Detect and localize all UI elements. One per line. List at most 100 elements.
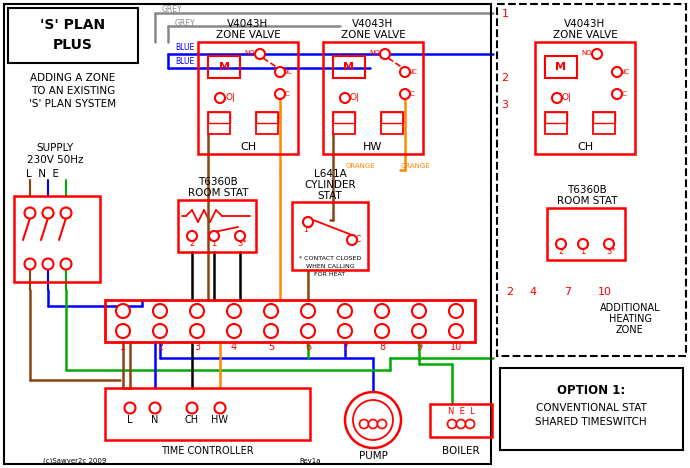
- Bar: [545, 112, 567, 123]
- Text: NO: NO: [245, 50, 255, 56]
- Bar: [178, 200, 256, 252]
- Text: CH: CH: [577, 142, 593, 152]
- Circle shape: [301, 304, 315, 318]
- Circle shape: [235, 231, 245, 241]
- Text: 'S' PLAN SYSTEM: 'S' PLAN SYSTEM: [30, 99, 117, 109]
- Bar: [256, 112, 278, 134]
- Text: 3*: 3*: [607, 248, 615, 256]
- Circle shape: [43, 207, 54, 219]
- Text: 1: 1: [580, 248, 586, 256]
- Circle shape: [449, 324, 463, 338]
- Text: NO: NO: [370, 50, 380, 56]
- Text: 5: 5: [268, 342, 274, 352]
- Text: V4043H: V4043H: [228, 19, 268, 29]
- Text: ORANGE: ORANGE: [400, 163, 430, 169]
- Text: 'S' PLAN: 'S' PLAN: [41, 18, 106, 32]
- Circle shape: [227, 304, 241, 318]
- Text: CYLINDER: CYLINDER: [304, 180, 356, 190]
- Circle shape: [612, 67, 622, 77]
- Circle shape: [150, 402, 161, 414]
- Circle shape: [301, 324, 315, 338]
- Text: 2: 2: [558, 248, 564, 256]
- Text: 2: 2: [189, 240, 195, 249]
- Bar: [14, 196, 100, 282]
- Text: 2: 2: [502, 73, 509, 83]
- Bar: [208, 56, 240, 78]
- Bar: [105, 388, 310, 440]
- Text: N E L: N E L: [362, 409, 384, 417]
- Bar: [545, 56, 577, 78]
- Circle shape: [412, 324, 426, 338]
- Circle shape: [25, 258, 35, 270]
- Text: TO AN EXISTING: TO AN EXISTING: [31, 86, 115, 96]
- Text: CONVENTIONAL STAT: CONVENTIONAL STAT: [535, 403, 647, 413]
- Text: OPTION 1:: OPTION 1:: [557, 383, 625, 396]
- Text: WHEN CALLING: WHEN CALLING: [306, 263, 354, 269]
- Text: HW: HW: [364, 142, 383, 152]
- Text: ZONE VALVE: ZONE VALVE: [553, 30, 618, 40]
- Bar: [323, 42, 423, 154]
- Text: N  E  L: N E L: [448, 408, 475, 417]
- Text: V4043H: V4043H: [564, 19, 606, 29]
- Circle shape: [215, 402, 226, 414]
- Text: 1: 1: [120, 342, 126, 352]
- Circle shape: [604, 239, 614, 249]
- Text: C: C: [355, 235, 361, 244]
- Circle shape: [457, 419, 466, 429]
- Text: PUMP: PUMP: [359, 451, 388, 461]
- Bar: [8, 8, 138, 63]
- Text: ADDING A ZONE: ADDING A ZONE: [30, 73, 116, 83]
- Circle shape: [377, 419, 386, 429]
- Text: 7: 7: [564, 287, 571, 297]
- Text: O|: O|: [350, 94, 360, 102]
- Circle shape: [556, 239, 566, 249]
- Circle shape: [347, 235, 357, 245]
- Text: ORANGE: ORANGE: [345, 163, 375, 169]
- Circle shape: [153, 304, 167, 318]
- Circle shape: [368, 419, 377, 429]
- Bar: [4, 4, 491, 464]
- Text: FOR HEAT: FOR HEAT: [315, 271, 346, 277]
- Bar: [208, 112, 230, 123]
- Text: O|: O|: [225, 94, 235, 102]
- Circle shape: [116, 304, 130, 318]
- Text: M: M: [344, 62, 355, 72]
- Bar: [333, 56, 365, 78]
- Text: M: M: [555, 62, 566, 72]
- Text: NC: NC: [282, 69, 292, 75]
- Text: 230V 50Hz: 230V 50Hz: [27, 155, 83, 165]
- Circle shape: [612, 89, 622, 99]
- Circle shape: [186, 402, 197, 414]
- Text: HW: HW: [212, 415, 228, 425]
- Bar: [593, 112, 615, 134]
- Circle shape: [264, 304, 278, 318]
- Text: 1: 1: [502, 9, 509, 19]
- Text: 9: 9: [416, 342, 422, 352]
- Text: C: C: [284, 91, 289, 97]
- Bar: [333, 112, 355, 134]
- Circle shape: [25, 207, 35, 219]
- Circle shape: [412, 304, 426, 318]
- Text: ZONE VALVE: ZONE VALVE: [341, 30, 406, 40]
- Text: ADDITIONAL: ADDITIONAL: [600, 303, 660, 313]
- Circle shape: [466, 419, 475, 429]
- Text: CH: CH: [240, 142, 256, 152]
- Text: TIME CONTROLLER: TIME CONTROLLER: [161, 446, 253, 456]
- Text: 10: 10: [598, 287, 612, 297]
- Text: 4: 4: [529, 287, 537, 297]
- Text: NO: NO: [582, 50, 592, 56]
- Text: HEATING: HEATING: [609, 314, 651, 324]
- Text: (c)Sawyer2c 2009: (c)Sawyer2c 2009: [43, 458, 107, 464]
- Text: * CONTACT CLOSED: * CONTACT CLOSED: [299, 256, 361, 261]
- Text: O|: O|: [562, 94, 572, 102]
- Circle shape: [215, 93, 225, 103]
- Bar: [545, 112, 567, 134]
- Bar: [593, 112, 615, 123]
- Circle shape: [578, 239, 588, 249]
- Circle shape: [264, 324, 278, 338]
- Circle shape: [552, 93, 562, 103]
- Text: 7: 7: [342, 342, 348, 352]
- Text: V4043H: V4043H: [353, 19, 393, 29]
- Text: GREY: GREY: [162, 6, 183, 15]
- Text: CH: CH: [185, 415, 199, 425]
